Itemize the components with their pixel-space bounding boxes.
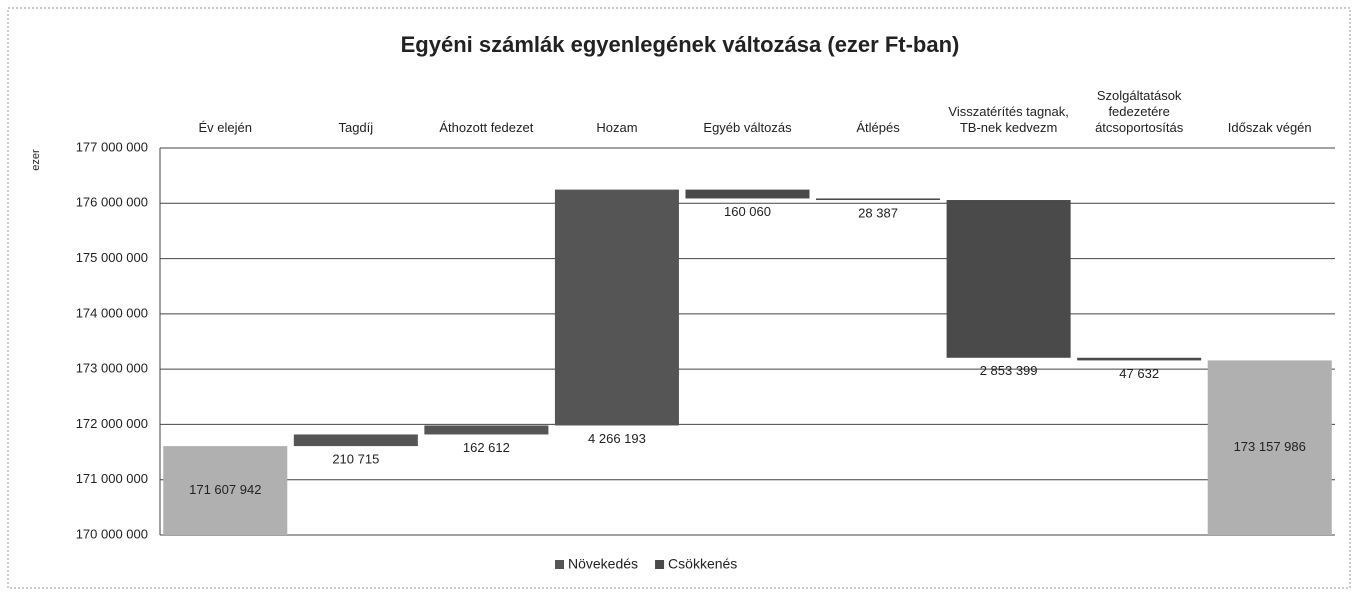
legend-swatch [555,560,564,569]
data-label: 210 715 [332,452,379,467]
y-tick-label: 175 000 000 [76,250,148,265]
y-tick-label: 170 000 000 [76,526,148,541]
y-tick-label: 177 000 000 [76,139,148,154]
y-tick-label: 173 000 000 [76,361,148,376]
data-label: 47 632 [1119,366,1159,381]
data-label: 2 853 399 [980,363,1038,378]
x-tick-label: Visszatérítés tagnak, TB-nek kedvezm [948,104,1069,135]
bar [554,189,679,426]
chart-title: Egyéni számlák egyenlegének változása (e… [401,32,960,57]
y-tick-label: 174 000 000 [76,305,148,320]
bar [163,446,288,535]
legend-swatch [655,560,665,569]
bar [685,189,810,199]
x-tick-label: Év elején [198,120,252,135]
data-label: 160 060 [724,204,771,219]
legend-label: Növekedés [568,556,638,572]
y-tick-label: 176 000 000 [76,195,148,210]
y-axis-label: ezer [30,149,42,171]
bar [1077,357,1202,361]
data-label: 173 157 986 [1234,439,1306,454]
x-tick-label: Átlépés [856,120,900,135]
x-tick-label: Egyéb változás [703,120,792,135]
x-tick-label: Tagdíj [338,120,374,135]
x-tick-label: Időszak végén [1227,120,1312,135]
bar [816,198,941,201]
x-tick-label: Hozam [596,120,638,135]
bar [1207,360,1332,535]
data-label: 4 266 193 [588,431,646,446]
data-label: 28 387 [858,205,898,220]
chart-frame [7,7,1351,589]
y-tick-label: 171 000 000 [76,471,148,486]
bar [293,434,418,447]
data-label: 162 612 [463,440,510,455]
data-label: 171 607 942 [189,482,261,497]
bar [424,425,549,435]
x-tick-label: Szolgáltatások fedezetére átcsoportosítá… [1095,88,1184,135]
y-tick-label: 172 000 000 [76,416,148,431]
legend-label: Csökkenés [668,556,737,572]
bar [946,200,1071,358]
x-tick-label: Áthozott fedezet [439,120,534,135]
